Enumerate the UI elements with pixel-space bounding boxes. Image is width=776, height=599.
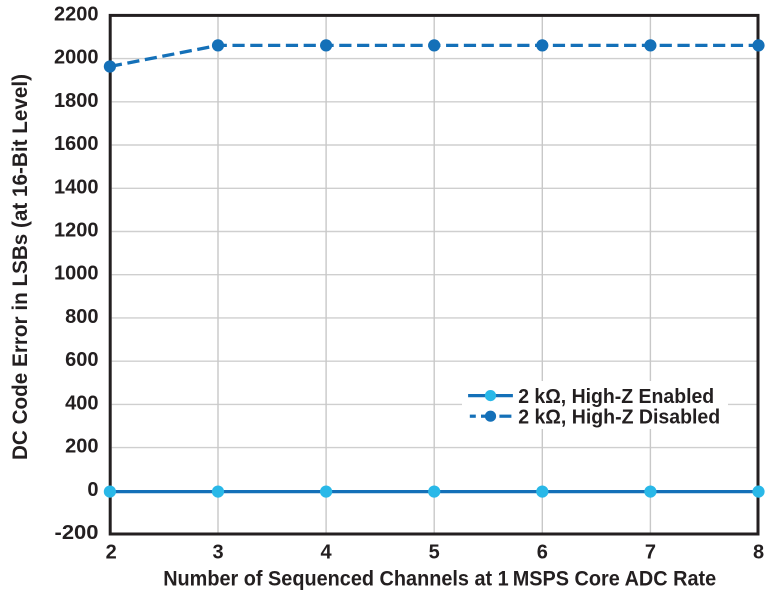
svg-text:2 kΩ, High-Z Disabled: 2 kΩ, High-Z Disabled [518, 406, 720, 428]
svg-text:5: 5 [429, 541, 440, 563]
svg-text:1000: 1000 [54, 263, 99, 285]
svg-text:1400: 1400 [54, 176, 99, 198]
svg-text:1800: 1800 [54, 90, 99, 112]
svg-text:Number of Sequenced Channels a: Number of Sequenced Channels at 1 MSPS C… [163, 567, 716, 590]
svg-text:600: 600 [65, 349, 98, 371]
svg-text:800: 800 [65, 306, 98, 328]
svg-text:7: 7 [645, 541, 656, 563]
svg-text:400: 400 [65, 392, 98, 414]
svg-text:2: 2 [106, 541, 117, 563]
svg-text:-200: -200 [55, 522, 99, 544]
svg-text:1200: 1200 [54, 220, 99, 242]
svg-text:0: 0 [87, 479, 98, 501]
svg-text:1600: 1600 [54, 133, 99, 155]
svg-text:3: 3 [212, 541, 223, 563]
svg-text:2200: 2200 [54, 3, 99, 25]
svg-text:2 kΩ, High-Z Enabled: 2 kΩ, High-Z Enabled [518, 386, 714, 408]
svg-text:200: 200 [65, 436, 98, 458]
svg-text:6: 6 [537, 541, 548, 563]
svg-text:DC Code Error in LSBs (at 16-B: DC Code Error in LSBs (at 16-Bit Level) [9, 74, 32, 460]
svg-text:2000: 2000 [54, 47, 99, 69]
svg-text:8: 8 [753, 541, 764, 563]
svg-text:4: 4 [321, 541, 333, 563]
